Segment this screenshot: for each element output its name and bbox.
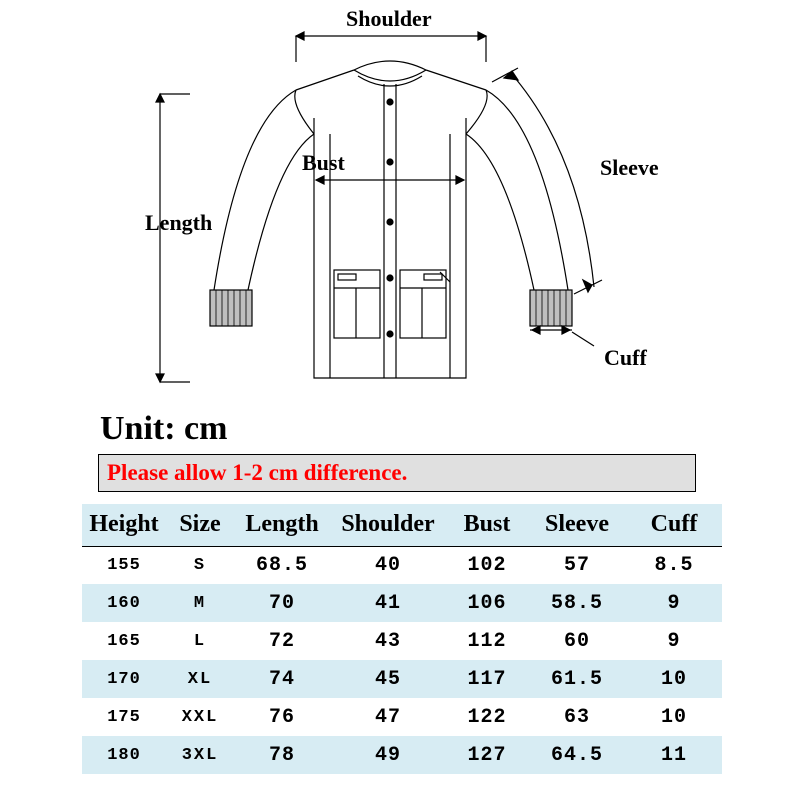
cell-cuff: 9 [626,584,722,622]
col-shoulder: Shoulder [330,504,446,546]
table-row: 175XXL76471226310 [82,698,722,736]
col-height: Height [82,504,166,546]
cell-length: 74 [234,660,330,698]
cell-length: 70 [234,584,330,622]
cell-size: M [166,584,234,622]
cell-cuff: 11 [626,736,722,774]
cell-bust: 112 [446,622,528,660]
cell-height: 180 [82,736,166,774]
table-row: 165L7243112609 [82,622,722,660]
col-cuff: Cuff [626,504,722,546]
cell-shoulder: 43 [330,622,446,660]
cell-length: 68.5 [234,546,330,584]
table-row: 1803XL784912764.511 [82,736,722,774]
cell-size: XXL [166,698,234,736]
cell-shoulder: 47 [330,698,446,736]
cell-height: 170 [82,660,166,698]
cell-bust: 102 [446,546,528,584]
cell-length: 76 [234,698,330,736]
cell-bust: 117 [446,660,528,698]
table-row: 160M704110658.59 [82,584,722,622]
table-row: 170XL744511761.510 [82,660,722,698]
cell-size: L [166,622,234,660]
cell-length: 78 [234,736,330,774]
col-bust: Bust [446,504,528,546]
cell-length: 72 [234,622,330,660]
cell-sleeve: 64.5 [528,736,626,774]
cell-sleeve: 58.5 [528,584,626,622]
cell-shoulder: 49 [330,736,446,774]
table-header-row: Height Size Length Shoulder Bust Sleeve … [82,504,722,546]
unit-label: Unit: cm [100,410,227,448]
cell-size: S [166,546,234,584]
cell-cuff: 10 [626,698,722,736]
col-sleeve: Sleeve [528,504,626,546]
cell-height: 175 [82,698,166,736]
cell-size: XL [166,660,234,698]
cell-height: 155 [82,546,166,584]
cell-size: 3XL [166,736,234,774]
size-table: Height Size Length Shoulder Bust Sleeve … [82,504,722,774]
cell-bust: 106 [446,584,528,622]
cell-height: 165 [82,622,166,660]
garment-diagram [140,22,660,412]
cell-sleeve: 57 [528,546,626,584]
cell-cuff: 9 [626,622,722,660]
table-row: 155S68.540102578.5 [82,546,722,584]
cell-bust: 127 [446,736,528,774]
tolerance-note-text: Please allow 1-2 cm difference. [107,460,407,486]
cell-cuff: 8.5 [626,546,722,584]
size-chart-page: Shoulder Bust Sleeve Length Cuff [0,0,800,800]
cell-shoulder: 41 [330,584,446,622]
cell-sleeve: 63 [528,698,626,736]
cell-sleeve: 60 [528,622,626,660]
cell-cuff: 10 [626,660,722,698]
cell-shoulder: 40 [330,546,446,584]
col-length: Length [234,504,330,546]
cell-shoulder: 45 [330,660,446,698]
cell-height: 160 [82,584,166,622]
tolerance-note: Please allow 1-2 cm difference. [98,454,696,492]
col-size: Size [166,504,234,546]
cell-bust: 122 [446,698,528,736]
cell-sleeve: 61.5 [528,660,626,698]
